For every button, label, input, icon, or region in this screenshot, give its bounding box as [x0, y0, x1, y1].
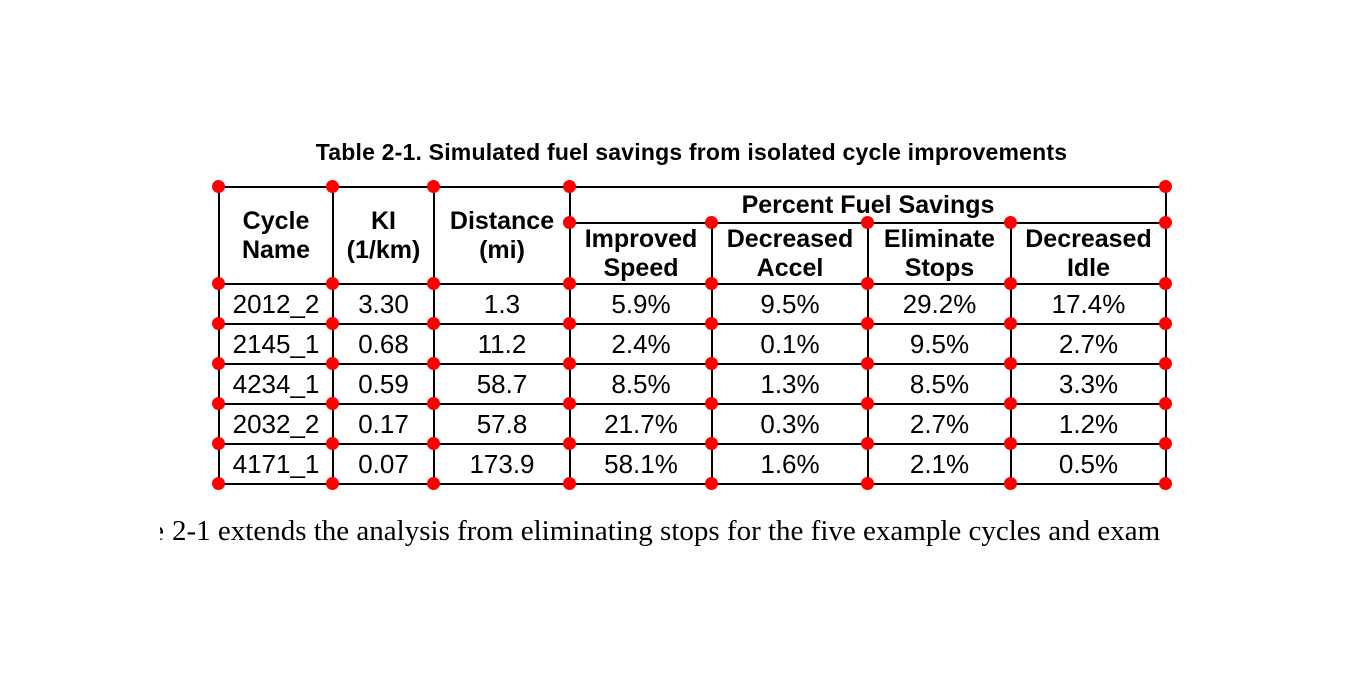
table-row: 4171_1 0.07 173.9 58.1% 1.6% 2.1% 0.5%: [218, 443, 1167, 485]
cell-decreased-idle: 0.5%: [1010, 443, 1167, 485]
header-cell-decreased-accel: Decreased Accel: [711, 222, 869, 285]
cell-improved-speed: 2.4%: [569, 323, 713, 365]
cell-improved-speed: 21.7%: [569, 403, 713, 445]
header-cell-cycle-name: Cycle Name: [218, 186, 334, 285]
cell-ki: 0.68: [332, 323, 435, 365]
cell-improved-speed: 5.9%: [569, 283, 713, 325]
table-row: 2032_2 0.17 57.8 21.7% 0.3% 2.7% 1.2%: [218, 403, 1167, 445]
header-sub-row: Improved Speed Decreased Accel Eliminate…: [219, 222, 1167, 285]
cell-ki: 0.59: [332, 363, 435, 405]
cell-decreased-accel: 0.3%: [711, 403, 869, 445]
cell-eliminate-stops: 2.7%: [867, 403, 1012, 445]
table-row: 4234_1 0.59 58.7 8.5% 1.3% 8.5% 3.3%: [218, 363, 1167, 405]
cell-decreased-accel: 1.3%: [711, 363, 869, 405]
cell-cycle-name: 2012_2: [218, 283, 334, 325]
body-text: 2-1 extends the analysis from eliminatin…: [172, 515, 1161, 547]
cell-decreased-accel: 0.1%: [711, 323, 869, 365]
table-row: 2012_2 3.30 1.3 5.9% 9.5% 29.2% 17.4%: [218, 283, 1167, 325]
cell-ki: 3.30: [332, 283, 435, 325]
table-row: 2145_1 0.68 11.2 2.4% 0.1% 9.5% 2.7%: [218, 323, 1167, 365]
cell-improved-speed: 8.5%: [569, 363, 713, 405]
header-cell-percent-fuel-savings: Percent Fuel Savings: [569, 186, 1167, 224]
cell-cycle-name: 2032_2: [218, 403, 334, 445]
cell-decreased-idle: 3.3%: [1010, 363, 1167, 405]
cell-decreased-accel: 9.5%: [711, 283, 869, 325]
table-caption: Table 2-1. Simulated fuel savings from i…: [315, 139, 1068, 165]
cell-cycle-name: 4171_1: [218, 443, 334, 485]
cell-eliminate-stops: 8.5%: [867, 363, 1012, 405]
cell-distance: 57.8: [433, 403, 571, 445]
cell-distance: 11.2: [433, 323, 571, 365]
cell-ki: 0.17: [332, 403, 435, 445]
header-cell-distance: Distance (mi): [433, 186, 571, 285]
cell-eliminate-stops: 2.1%: [867, 443, 1012, 485]
cell-decreased-idle: 1.2%: [1010, 403, 1167, 445]
cell-eliminate-stops: 29.2%: [867, 283, 1012, 325]
clipped-char: e: [160, 514, 164, 549]
cell-decreased-idle: 2.7%: [1010, 323, 1167, 365]
cell-decreased-idle: 17.4%: [1010, 283, 1167, 325]
header-cell-decreased-idle: Decreased Idle: [1010, 222, 1167, 285]
header-cell-improved-speed: Improved Speed: [569, 222, 713, 285]
cell-decreased-accel: 1.6%: [711, 443, 869, 485]
header-cell-ki: KI (1/km): [332, 186, 435, 285]
header-group-row: Cycle Name KI (1/km) Distance (mi) Perce…: [218, 186, 1167, 285]
cell-cycle-name: 4234_1: [218, 363, 334, 405]
cell-distance: 58.7: [433, 363, 571, 405]
cell-distance: 1.3: [433, 283, 571, 325]
header-cell-eliminate-stops: Eliminate Stops: [867, 222, 1012, 285]
cell-distance: 173.9: [433, 443, 571, 485]
fuel-savings-table: Cycle Name KI (1/km) Distance (mi) Perce…: [218, 186, 1167, 485]
cell-improved-speed: 58.1%: [569, 443, 713, 485]
cell-eliminate-stops: 9.5%: [867, 323, 1012, 365]
cell-ki: 0.07: [332, 443, 435, 485]
body-text-line: e2-1 extends the analysis from eliminati…: [160, 514, 1160, 549]
cell-cycle-name: 2145_1: [218, 323, 334, 365]
